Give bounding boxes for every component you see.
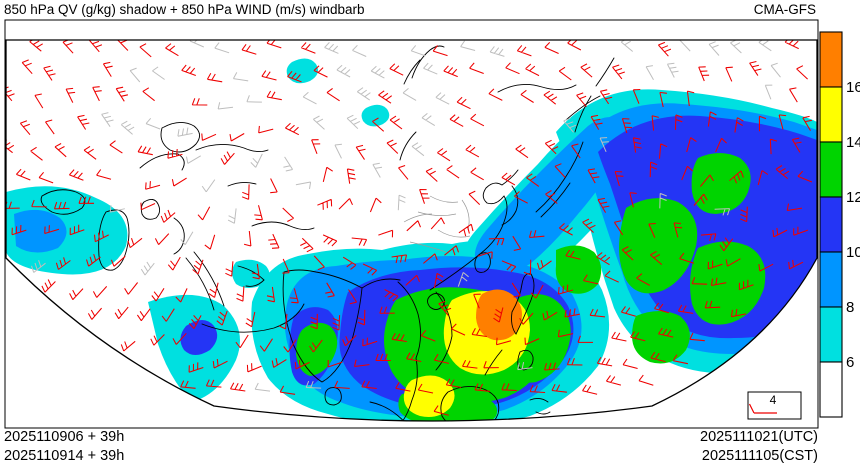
coastline <box>565 95 601 121</box>
coastline <box>511 273 535 335</box>
colorbar-label: 16 <box>846 79 860 96</box>
qv-region-green <box>555 245 602 294</box>
colorbar-segment <box>819 361 843 418</box>
coastline <box>195 144 269 153</box>
coastline <box>529 397 551 415</box>
colorbar-segment <box>819 251 843 308</box>
colorbar-segment <box>819 306 843 363</box>
qv-region-green <box>632 311 690 364</box>
plot-frame <box>4 19 819 429</box>
coastline <box>535 141 584 218</box>
coastline <box>411 45 445 79</box>
coastline <box>501 185 519 226</box>
province-border <box>461 199 470 231</box>
colorbar-segment <box>819 141 843 198</box>
qv-region-green <box>619 198 698 294</box>
province-border <box>437 229 471 238</box>
colorbar-segment <box>819 31 843 88</box>
coastline <box>369 401 413 421</box>
coastline <box>574 57 615 133</box>
chart-title: 850 hPa QV (g/kg) shadow + 850 hPa WIND … <box>4 2 365 17</box>
coastline <box>173 217 185 255</box>
qv-region-blue8 <box>474 117 628 273</box>
footer-valid-time-utc: 2025111021(UTC) <box>700 429 818 445</box>
map-content <box>6 40 817 421</box>
coastline <box>237 265 265 287</box>
footer-valid-time-cst: 2025111105(CST) <box>701 448 818 464</box>
coastline <box>403 59 421 85</box>
coastline <box>474 252 491 273</box>
colorbar-label: 12 <box>846 189 860 206</box>
coastline <box>227 181 257 187</box>
coastline <box>160 122 200 153</box>
coastline <box>139 153 185 171</box>
province-border <box>403 213 433 223</box>
colorbar-label: 10 <box>846 244 860 261</box>
colorbar-segment <box>819 196 843 253</box>
coastline <box>484 349 503 376</box>
footer-init-time-utc: 2025110906 + 39h <box>4 429 125 445</box>
coastline <box>201 303 305 333</box>
qv-region-cyan <box>361 104 390 127</box>
qv-region-blue8 <box>14 209 67 253</box>
footer-init-time-cst: 2025110914 + 39h <box>4 448 125 464</box>
qv-region-cyan <box>286 58 318 84</box>
province-border <box>429 195 459 203</box>
coastline <box>429 169 519 291</box>
coastline <box>98 209 130 271</box>
province-border <box>409 241 447 253</box>
colorbar-label: 6 <box>846 354 854 371</box>
province-border <box>417 211 457 216</box>
colorbar: 16 14 12 10 8 6 <box>819 31 860 418</box>
coastline <box>517 349 534 371</box>
barb-legend-glyph <box>748 403 777 414</box>
coastline <box>361 278 401 289</box>
wind-legend-box: 4 <box>747 391 802 420</box>
colorbar-label: 8 <box>846 299 854 316</box>
wind-barbs-gray <box>31 40 781 392</box>
coastline <box>399 131 417 161</box>
qv-region-green <box>296 322 338 376</box>
coastline <box>251 221 315 231</box>
model-name-label: CMA-GFS <box>753 2 816 17</box>
qv-region-blue10 <box>180 320 218 355</box>
colorbar-label: 14 <box>846 134 860 151</box>
barb-legend-value: 4 <box>770 393 777 407</box>
coastline <box>397 281 421 421</box>
colorbar-segment <box>819 86 843 143</box>
wind-barbs-red <box>6 40 813 416</box>
qv-region-orange <box>476 289 522 341</box>
coastline <box>497 83 577 93</box>
coastline <box>324 387 342 406</box>
coastline <box>185 251 225 311</box>
map-boundary <box>5 39 818 422</box>
